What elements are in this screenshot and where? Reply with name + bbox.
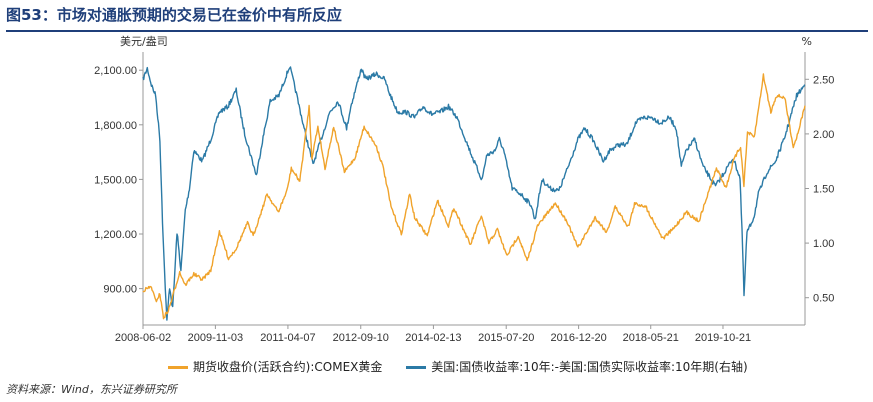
series-layer bbox=[142, 66, 806, 321]
axes: 900.00 1,200.00 1,500.00 1,800.00 2,100.00 0.… bbox=[94, 52, 834, 344]
legend: 期货收盘价(活跃合约):COMEX黄金 美国:国债收益率:10年:-美国:国债实… bbox=[168, 358, 768, 375]
x-tick-label: 2016-12-20 bbox=[550, 332, 606, 344]
x-tick-label: 2015-07-20 bbox=[478, 332, 534, 344]
x-tick-label: 2014-02-13 bbox=[405, 332, 461, 344]
legend-swatch-gold bbox=[168, 366, 188, 369]
left-axis-unit: 美元/盎司 bbox=[120, 34, 168, 48]
legend-swatch-breakeven bbox=[406, 366, 427, 369]
left-tick-label: 1,800.00 bbox=[94, 120, 137, 132]
x-tick-label: 2019-10-21 bbox=[695, 332, 751, 344]
source-note: 资料来源：Wind，东兴证券研究所 bbox=[6, 383, 177, 396]
left-tick-label: 1,500.00 bbox=[94, 174, 137, 186]
right-tick-label: 1.00 bbox=[813, 238, 834, 250]
figure-title: 图53：市场对通胀预期的交易已在金价中有所反应 bbox=[6, 6, 342, 24]
x-tick-label: 2012-09-10 bbox=[333, 332, 389, 344]
legend-item-gold: 期货收盘价(活跃合约):COMEX黄金 bbox=[168, 358, 382, 375]
x-tick-label: 2011-04-07 bbox=[260, 332, 315, 344]
left-tick-label: 900.00 bbox=[103, 284, 137, 296]
left-tick-label: 2,100.00 bbox=[94, 65, 137, 77]
right-tick-label: 2.00 bbox=[813, 129, 834, 141]
legend-label-gold: 期货收盘价(活跃合约):COMEX黄金 bbox=[193, 360, 383, 374]
series-line-gold bbox=[142, 73, 806, 320]
left-tick-label: 1,200.00 bbox=[94, 229, 137, 241]
right-tick-label: 1.50 bbox=[813, 184, 834, 196]
right-axis-unit: % bbox=[802, 35, 812, 48]
series-line-breakeven bbox=[142, 66, 806, 321]
x-tick-label: 2009-11-03 bbox=[188, 332, 243, 344]
legend-label-breakeven: 美国:国债收益率:10年:-美国:国债实际收益率:10年期(右轴) bbox=[431, 360, 748, 374]
right-tick-label: 2.50 bbox=[813, 74, 834, 86]
legend-item-breakeven: 美国:国债收益率:10年:-美国:国债实际收益率:10年期(右轴) bbox=[406, 358, 748, 375]
title-rule bbox=[6, 30, 868, 32]
x-tick-label: 2008-06-02 bbox=[115, 332, 171, 344]
right-tick-label: 0.50 bbox=[813, 293, 834, 305]
x-tick-label: 2018-05-21 bbox=[623, 332, 679, 344]
